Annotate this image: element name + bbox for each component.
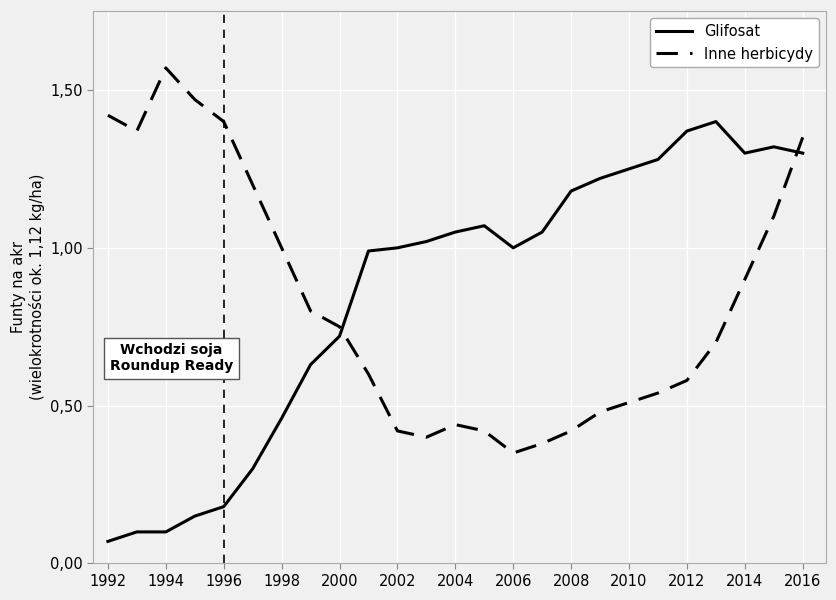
Glifosat (594, 175, 604, 182)
Inne herbicydy (681, 377, 691, 384)
Glifosat (507, 244, 517, 251)
Inne herbicydy (507, 449, 517, 457)
Glifosat (681, 127, 691, 134)
Text: Wchodzi soja
Roundup Ready: Wchodzi soja Roundup Ready (110, 343, 233, 373)
Glifosat (132, 529, 142, 536)
Glifosat (450, 229, 460, 236)
Glifosat (479, 222, 489, 229)
Y-axis label: Funty na akr
(wielokrotności ok. 1,12 kg/ha): Funty na akr (wielokrotności ok. 1,12 kg… (11, 174, 44, 400)
Legend: Glifosat, Inne herbicydy: Glifosat, Inne herbicydy (649, 19, 818, 67)
Glifosat (767, 143, 777, 151)
Inne herbicydy (537, 440, 547, 447)
Glifosat (797, 149, 807, 157)
Inne herbicydy (103, 112, 113, 119)
Inne herbicydy (132, 127, 142, 134)
Inne herbicydy (190, 96, 200, 103)
Inne herbicydy (363, 370, 373, 377)
Inne herbicydy (276, 244, 286, 251)
Glifosat (247, 465, 257, 472)
Glifosat (161, 529, 171, 536)
Glifosat (305, 361, 315, 368)
Inne herbicydy (305, 307, 315, 314)
Inne herbicydy (218, 118, 228, 125)
Glifosat (190, 512, 200, 520)
Line: Inne herbicydy: Inne herbicydy (108, 68, 802, 453)
Inne herbicydy (797, 134, 807, 141)
Glifosat (363, 247, 373, 254)
Glifosat (276, 415, 286, 422)
Inne herbicydy (739, 276, 749, 283)
Glifosat (624, 166, 634, 173)
Glifosat (334, 332, 344, 340)
Glifosat (537, 229, 547, 236)
Glifosat (652, 156, 662, 163)
Inne herbicydy (161, 64, 171, 71)
Glifosat (710, 118, 720, 125)
Inne herbicydy (565, 427, 575, 434)
Inne herbicydy (450, 421, 460, 428)
Inne herbicydy (652, 389, 662, 397)
Inne herbicydy (421, 434, 431, 441)
Inne herbicydy (624, 399, 634, 406)
Line: Glifosat: Glifosat (108, 122, 802, 541)
Glifosat (565, 187, 575, 194)
Glifosat (421, 238, 431, 245)
Glifosat (103, 538, 113, 545)
Glifosat (739, 149, 749, 157)
Glifosat (392, 244, 402, 251)
Glifosat (218, 503, 228, 510)
Inne herbicydy (247, 181, 257, 188)
Inne herbicydy (479, 427, 489, 434)
Inne herbicydy (594, 409, 604, 416)
Inne herbicydy (392, 427, 402, 434)
Inne herbicydy (767, 212, 777, 220)
Inne herbicydy (710, 339, 720, 346)
Inne herbicydy (334, 323, 344, 331)
